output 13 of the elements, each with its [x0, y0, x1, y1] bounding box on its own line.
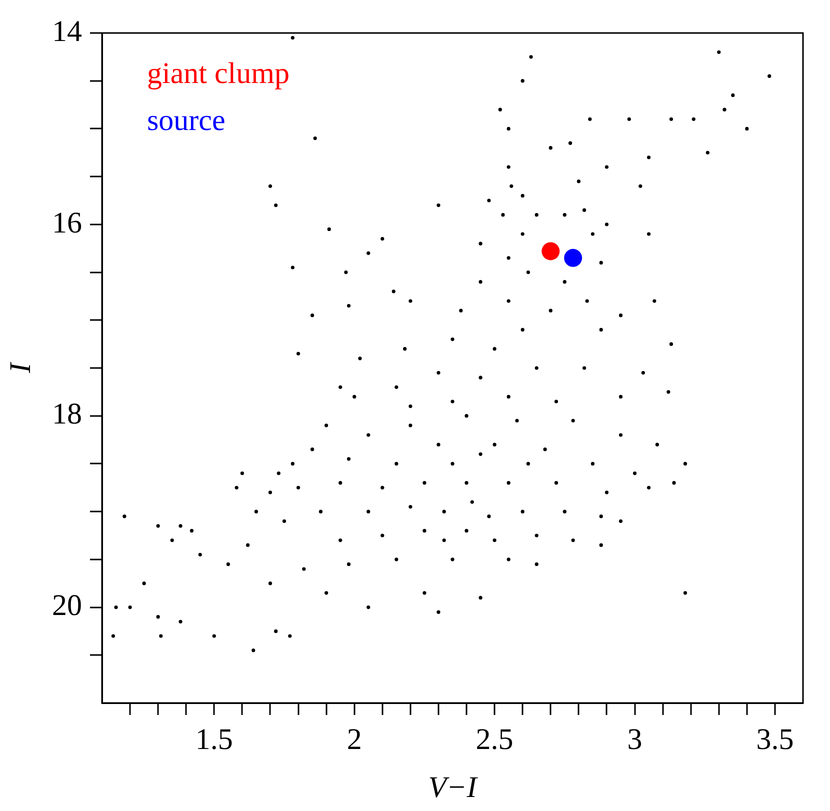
y-axis-title: I [4, 361, 37, 374]
x-tick-label: 3.5 [756, 722, 794, 756]
x-tick-label: 1.5 [195, 722, 233, 756]
y-tick-label: 20 [52, 589, 82, 622]
x-axis-title: V−I [428, 770, 479, 804]
text: source [147, 104, 226, 137]
y-tick-label: 14 [52, 14, 82, 48]
x-tick-label: 2 [346, 722, 362, 756]
x-tick-label: 3 [627, 722, 642, 756]
y-tick-label: 18 [52, 398, 82, 431]
y-tick-label: 16 [52, 206, 82, 240]
x-tick-label: 2.5 [476, 722, 514, 756]
text: giant clump [147, 57, 290, 90]
